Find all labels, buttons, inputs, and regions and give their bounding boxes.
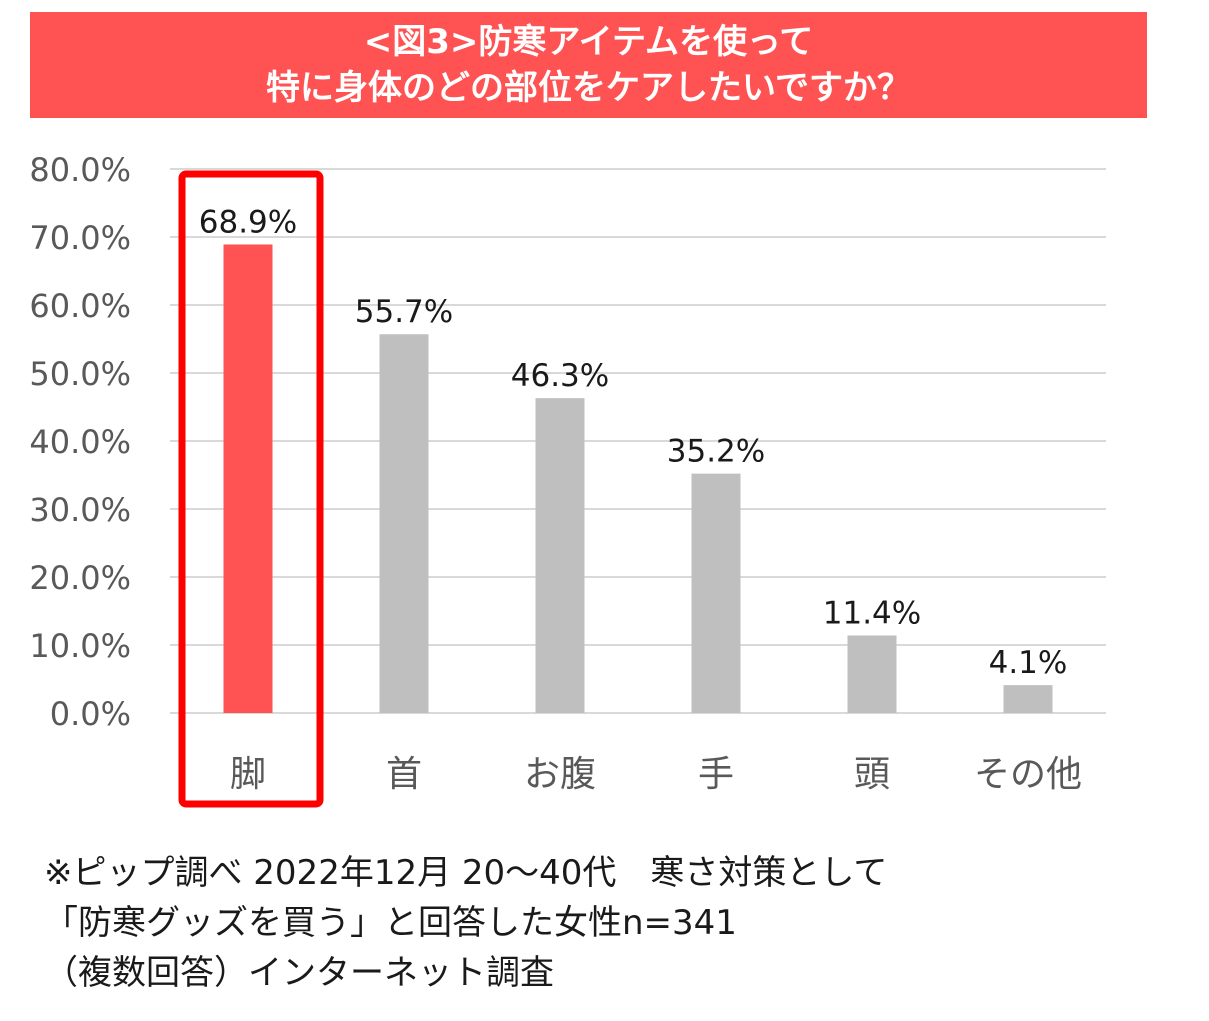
bar-0 [223,244,273,714]
bar-chart: 0.0% 10.0% 20.0% 30.0% 40.0% 50.0% 60.0% 70.0% 8… [29,151,1106,808]
data-label: 68.9% [199,204,297,240]
chart-title-line-1: <図3>防寒アイテムを使って [363,22,814,62]
y-tick-label: 50.0% [29,355,131,393]
data-labels: 68.9% 55.7% 46.3% 35.2% 11.4% 4.1% [199,204,1068,681]
footnote: ※ピップ調べ 2022年12月 20～40代 寒さ対策として 「防寒グッズを買う… [44,848,887,998]
bar-1 [379,334,429,713]
y-tick-label: 30.0% [29,491,131,529]
footnote-line-1: ※ピップ調べ 2022年12月 20～40代 寒さ対策として [44,853,888,893]
y-tick-label: 70.0% [29,219,131,257]
data-label: 35.2% [667,434,765,470]
x-category-label: 手 [698,754,734,795]
y-axis-ticks: 0.0% 10.0% 20.0% 30.0% 40.0% 50.0% 60.0% 70.0% 8… [29,151,131,733]
x-category-label: 頭 [854,754,890,795]
y-tick-label: 10.0% [29,627,131,665]
y-tick-label: 80.0% [29,151,131,189]
footnote-line-2: 「防寒グッズを買う」と回答した女性n=341 [44,903,737,943]
highlight-frame-layer [178,170,324,808]
data-label: 55.7% [355,294,453,330]
x-category-label: 首 [386,754,422,795]
y-tick-label: 0.0% [50,695,131,733]
chart-title-banner: <図3>防寒アイテムを使って 特に身体のどの部位をケアしたいですか？ [30,12,1147,118]
bars [223,244,1053,714]
x-category-label: 脚 [230,754,266,795]
data-label: 4.1% [989,645,1068,681]
bar-5 [1003,685,1053,713]
bar-4 [847,635,897,713]
highlight-frame [178,170,324,808]
x-category-label: お腹 [524,754,596,795]
data-label: 46.3% [511,358,609,394]
x-axis-categories: 脚 首 お腹 手 頭 その他 [230,754,1082,795]
y-tick-label: 20.0% [29,559,131,597]
data-label: 11.4% [823,595,921,631]
chart-title-line-2: 特に身体のどの部位をケアしたいですか？ [266,68,911,108]
footnote-line-3: （複数回答）インターネット調査 [44,953,554,993]
x-category-label: その他 [974,754,1082,795]
y-tick-label: 60.0% [29,287,131,325]
gridlines [170,168,1106,714]
bar-3 [691,473,741,713]
bar-2 [535,398,585,713]
y-tick-label: 40.0% [29,423,131,461]
